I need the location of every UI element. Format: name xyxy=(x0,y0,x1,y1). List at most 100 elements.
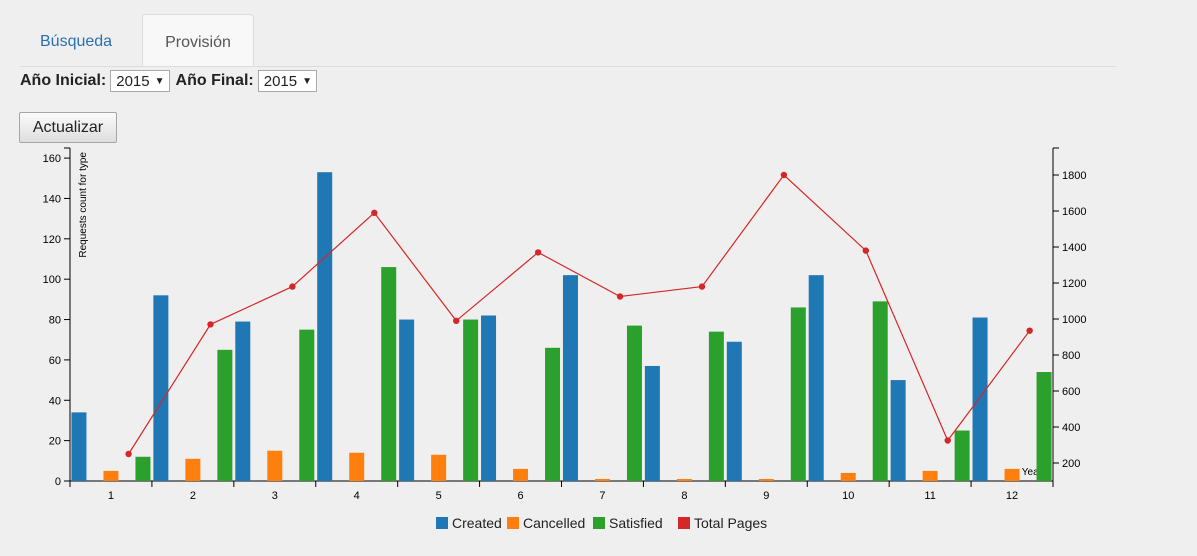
tab-busqueda[interactable]: Búsqueda xyxy=(40,33,113,50)
bar-satisfied xyxy=(217,349,233,481)
bar-cancelled xyxy=(431,454,447,481)
left-axis-tick-label: 0 xyxy=(55,476,61,488)
bar-satisfied xyxy=(545,347,561,481)
year-filters: Año Inicial: 2015 ▼ Año Final: 2015 ▼ xyxy=(20,69,323,93)
x-axis-tick-label: 12 xyxy=(1006,490,1018,502)
total-pages-point xyxy=(207,321,214,328)
bar-satisfied xyxy=(381,267,397,481)
bar-cancelled xyxy=(840,472,856,481)
legend-label-satisfied: Satisfied xyxy=(609,515,663,531)
bar-cancelled xyxy=(349,452,365,481)
bar-created xyxy=(644,365,660,481)
total-pages-point xyxy=(698,283,706,290)
total-pages-point xyxy=(453,317,460,324)
bar-satisfied xyxy=(135,456,151,481)
right-axis-tick-label: 1400 xyxy=(1062,242,1086,254)
x-axis-tick-label: 5 xyxy=(436,490,442,502)
end-year-label: Año Final: xyxy=(175,72,254,89)
bar-cancelled xyxy=(103,470,119,481)
end-year-value: 2015 xyxy=(263,72,298,90)
dropdown-arrow-icon: ▼ xyxy=(302,75,313,87)
bar-created xyxy=(481,315,497,481)
left-axis-tick-label: 120 xyxy=(43,234,61,246)
total-pages-point xyxy=(289,283,296,290)
bar-created xyxy=(808,275,824,481)
bar-cancelled xyxy=(922,470,938,481)
left-axis-tick-label: 160 xyxy=(43,153,61,165)
right-axis-tick-label: 200 xyxy=(1062,458,1080,470)
legend-swatch-cancelled xyxy=(507,517,519,529)
bar-cancelled xyxy=(676,478,692,481)
x-axis-tick-label: 9 xyxy=(763,490,769,502)
bar-created xyxy=(562,275,578,481)
bar-created xyxy=(972,317,988,481)
bar-cancelled xyxy=(267,450,283,481)
x-axis-tick-label: 4 xyxy=(354,490,360,502)
bar-created xyxy=(726,341,742,481)
bar-satisfied xyxy=(708,331,724,481)
bar-created xyxy=(71,412,87,481)
x-axis-tick-label: 11 xyxy=(924,490,935,502)
left-axis-tick-label: 80 xyxy=(49,315,61,327)
left-axis-title: Requests count for type xyxy=(78,152,89,258)
bar-created xyxy=(890,380,906,481)
bar-satisfied xyxy=(790,307,806,481)
left-axis-tick-label: 20 xyxy=(49,436,61,448)
end-year-select[interactable]: 2015 ▼ xyxy=(257,70,318,92)
bar-satisfied xyxy=(626,325,642,481)
bar-satisfied xyxy=(1036,372,1052,481)
left-axis-tick-label: 40 xyxy=(49,395,61,407)
legend-swatch-satisfied xyxy=(593,517,605,529)
tab-bar: Búsqueda Provisión xyxy=(20,14,1116,67)
total-pages-point xyxy=(944,437,951,444)
total-pages-line xyxy=(128,174,1031,455)
total-pages-point xyxy=(534,249,542,256)
bar-created xyxy=(235,321,251,481)
bar-created xyxy=(317,172,333,481)
bar-cancelled xyxy=(185,458,201,481)
legend-label-created: Created xyxy=(452,515,502,531)
bar-satisfied xyxy=(463,319,479,481)
total-pages-point xyxy=(125,450,132,458)
x-axis-tick-label: 3 xyxy=(272,490,278,502)
total-pages-point xyxy=(616,293,624,300)
bar-created xyxy=(153,295,169,481)
bar-cancelled xyxy=(594,478,610,481)
legend-label-cancelled: Cancelled xyxy=(523,515,585,531)
right-axis-tick-label: 1800 xyxy=(1062,170,1086,182)
start-year-value: 2015 xyxy=(116,72,150,90)
start-year-label: Año Inicial: xyxy=(20,72,107,89)
total-pages-point xyxy=(371,209,378,216)
bar-cancelled xyxy=(758,478,774,481)
dropdown-arrow-icon: ▼ xyxy=(154,75,165,87)
x-axis-title: Years xyxy=(1022,467,1047,478)
bar-satisfied xyxy=(299,329,315,481)
legend-label-total-pages: Total Pages xyxy=(694,515,767,531)
bar-cancelled xyxy=(1004,468,1020,481)
right-axis-tick-label: 1600 xyxy=(1062,206,1086,218)
total-pages-point xyxy=(862,247,870,254)
right-axis-tick-label: 600 xyxy=(1062,386,1080,398)
requests-chart: 0 20 40 60 80 100 120 140 160 Requests count for … xyxy=(43,147,1086,531)
right-axis-tick-label: 1200 xyxy=(1062,278,1086,290)
x-axis-tick-label: 7 xyxy=(599,490,605,502)
tab-provision[interactable]: Provisión xyxy=(142,14,254,66)
update-button[interactable]: Actualizar xyxy=(19,112,117,143)
x-axis-tick-label: 2 xyxy=(190,490,196,502)
right-axis-tick-label: 800 xyxy=(1062,350,1080,362)
right-axis-tick-label: 1000 xyxy=(1062,314,1086,326)
left-axis-tick-label: 60 xyxy=(49,355,61,367)
x-axis-tick-label: 1 xyxy=(108,490,114,502)
bar-satisfied xyxy=(954,430,970,481)
total-pages-point xyxy=(1026,327,1033,334)
bar-cancelled xyxy=(513,468,529,481)
x-axis-tick-label: 10 xyxy=(842,490,854,502)
bar-created xyxy=(399,319,415,481)
x-axis-tick-label: 6 xyxy=(517,490,523,502)
left-axis-tick-label: 140 xyxy=(43,193,61,205)
bar-satisfied xyxy=(872,301,888,481)
left-axis-tick-label: 100 xyxy=(43,274,61,286)
total-pages-point xyxy=(780,171,788,179)
start-year-select[interactable]: 2015 ▼ xyxy=(110,70,170,92)
right-axis-tick-label: 400 xyxy=(1062,422,1080,434)
